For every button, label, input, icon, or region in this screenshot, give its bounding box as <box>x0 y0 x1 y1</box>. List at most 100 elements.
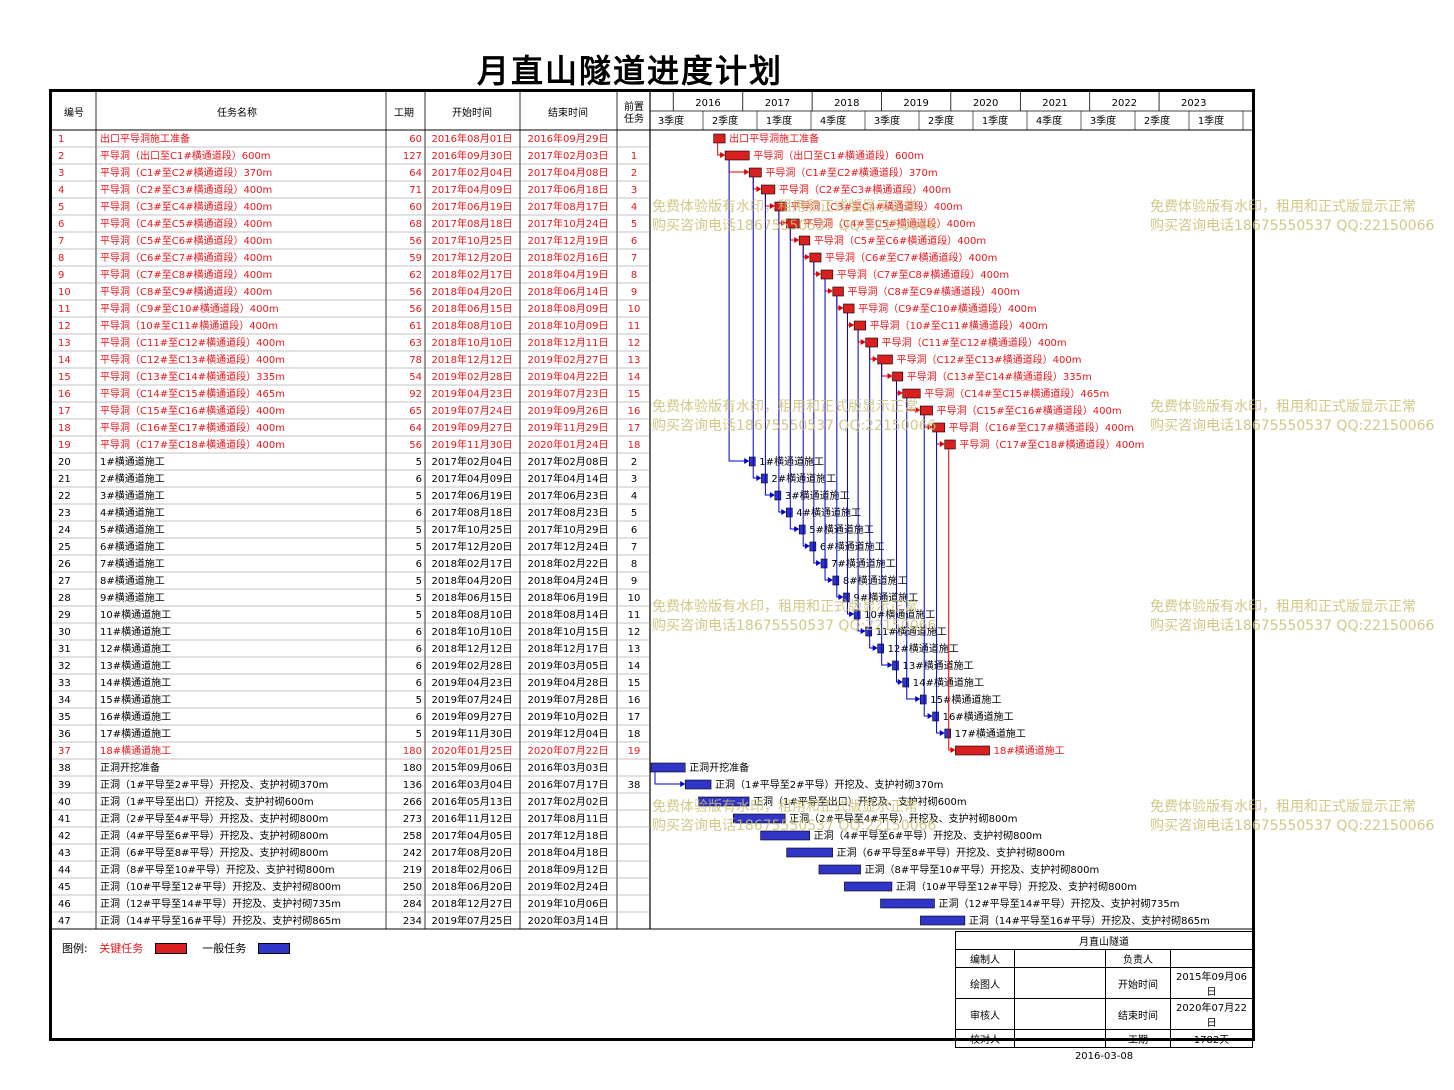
info-start: 2015年09月06日 <box>1170 967 1253 999</box>
task-bar <box>877 354 893 365</box>
task-name: 平导洞（C14#至C15#横通道段）465m <box>100 387 285 400</box>
task-duration: 60 <box>409 202 422 213</box>
info-start-label: 开始时间 <box>1105 967 1171 999</box>
task-id: 40 <box>58 797 71 808</box>
task-start: 2019年07月24日 <box>432 693 513 706</box>
task-bar <box>761 184 776 195</box>
task-predecessor: 14 <box>628 372 641 383</box>
bar-label: 15#横通道施工 <box>930 693 1001 706</box>
task-end: 2019年02月24日 <box>528 880 609 893</box>
task-name: 正洞（1#平导至出口）开挖及、支护衬砌600m <box>100 795 314 808</box>
header-id: 编号 <box>64 106 84 119</box>
timeline-quarter-label: 2季度 <box>712 114 738 127</box>
task-start: 2018年08月10日 <box>432 319 513 332</box>
task-duration: 54 <box>409 372 422 383</box>
task-start: 2018年12月12日 <box>432 353 513 366</box>
task-start: 2018年12月27日 <box>432 897 513 910</box>
task-bar <box>732 813 786 824</box>
bar-label: 18#横通道施工 <box>994 744 1065 757</box>
task-start: 2017年10月25日 <box>432 523 513 536</box>
task-name: 平导洞（C17#至C18#横通道段）400m <box>100 438 285 451</box>
task-duration: 64 <box>409 423 422 434</box>
task-bar <box>919 405 933 416</box>
task-predecessor: 17 <box>628 423 641 434</box>
task-start: 2018年08月10日 <box>432 608 513 621</box>
task-start: 2017年08月18日 <box>432 217 513 230</box>
bar-label: 平导洞（C3#至C4#横通道段）400m <box>790 200 962 213</box>
dependency-link <box>906 398 920 700</box>
bar-label: 正洞（1#平导至2#平导）开挖及、支护衬砌370m <box>715 778 943 791</box>
header-name: 任务名称 <box>217 106 257 119</box>
task-bar <box>853 609 861 620</box>
task-duration: 60 <box>409 134 422 145</box>
task-end: 2017年02月08日 <box>528 455 609 468</box>
task-bar <box>785 218 800 229</box>
bar-label: 正洞开挖准备 <box>689 761 749 774</box>
task-start: 2017年04月09日 <box>432 183 513 196</box>
dependency-link <box>752 177 761 479</box>
legend-general-swatch <box>257 942 290 954</box>
task-predecessor: 15 <box>628 389 641 400</box>
task-bar <box>818 864 861 875</box>
legend-general-label: 一般任务 <box>202 942 247 955</box>
task-bar <box>932 422 946 433</box>
task-bar <box>785 507 793 518</box>
bar-label: 正洞（1#平导至出口）开挖及、支护衬砌600m <box>753 795 967 808</box>
task-name: 7#横通道施工 <box>100 557 165 570</box>
dependency-arrow <box>872 356 878 362</box>
task-end: 2018年10月09日 <box>528 319 609 332</box>
task-start: 2017年10月25日 <box>432 234 513 247</box>
task-end: 2017年06月18日 <box>528 183 609 196</box>
bar-label: 平导洞（C2#至C3#横通道段）400m <box>779 183 951 196</box>
task-bar <box>865 626 873 637</box>
task-bar <box>650 762 686 773</box>
info-compiler-label: 编制人 <box>955 949 1015 968</box>
task-id: 46 <box>58 899 71 910</box>
bar-label: 平导洞（C1#至C2#横通道段）370m <box>765 166 937 179</box>
task-predecessor: 17 <box>628 712 641 723</box>
task-id: 25 <box>58 542 71 553</box>
task-name: 平导洞（C3#至C4#横通道段）400m <box>100 200 272 213</box>
task-end: 2017年12月24日 <box>528 540 609 553</box>
task-duration: 266 <box>403 797 422 808</box>
task-name: 9#横通道施工 <box>100 591 165 604</box>
task-predecessor: 6 <box>631 525 637 536</box>
task-duration: 63 <box>409 338 422 349</box>
dependency-link <box>764 194 774 207</box>
task-name: 平导洞（C13#至C14#横通道段）335m <box>100 370 285 383</box>
task-start: 2018年06月15日 <box>432 591 513 604</box>
task-bar <box>786 847 833 858</box>
task-name: 15#横通道施工 <box>100 693 171 706</box>
header-dur: 工期 <box>394 107 414 119</box>
task-start: 2017年06月19日 <box>432 489 513 502</box>
bar-label: 6#横通道施工 <box>820 540 885 553</box>
task-bar <box>684 779 712 790</box>
task-name: 平导洞（C12#至C13#横通道段）400m <box>100 353 285 366</box>
task-end: 2020年03月14日 <box>528 914 609 927</box>
task-start: 2018年10月10日 <box>432 336 513 349</box>
task-predecessor: 7 <box>631 542 637 553</box>
task-end: 2019年07月23日 <box>528 387 609 400</box>
timeline-year-label: 2021 <box>1042 98 1067 109</box>
task-predecessor: 5 <box>631 508 637 519</box>
task-predecessor: 2 <box>631 457 637 468</box>
task-duration: 5 <box>416 457 422 468</box>
task-start: 2018年06月15日 <box>432 302 513 315</box>
page-title: 月直山隧道进度计划 <box>476 52 783 90</box>
task-duration: 64 <box>409 168 422 179</box>
task-id: 6 <box>58 219 64 230</box>
task-id: 38 <box>58 763 71 774</box>
task-predecessor: 15 <box>628 678 641 689</box>
task-id: 7 <box>58 236 64 247</box>
task-start: 2015年09月06日 <box>432 761 513 774</box>
task-bar <box>892 371 904 382</box>
task-id: 45 <box>58 882 71 893</box>
task-duration: 78 <box>409 355 422 366</box>
task-id: 16 <box>58 389 71 400</box>
task-end: 2019年10月02日 <box>528 710 609 723</box>
dependency-arrow <box>744 458 750 464</box>
dependency-arrow <box>887 662 893 668</box>
info-end: 2020年07月22日 <box>1170 998 1253 1030</box>
task-end: 2017年04月08日 <box>528 166 609 179</box>
